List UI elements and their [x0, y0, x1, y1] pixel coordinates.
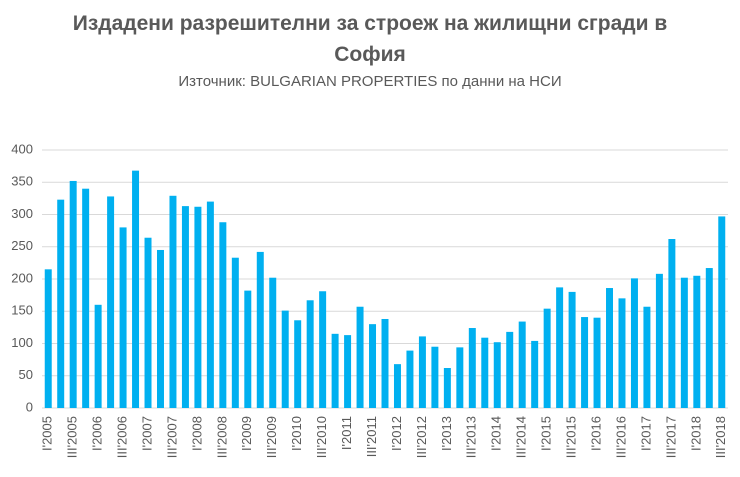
- x-tick-label: III'2009: [264, 416, 279, 458]
- x-tick-label: III'2005: [65, 416, 80, 458]
- bar: [319, 291, 327, 408]
- bar: [306, 300, 314, 408]
- x-tick-label: III'2008: [214, 416, 229, 458]
- y-tick-label: 50: [19, 367, 33, 382]
- bar: [718, 216, 726, 408]
- x-tick-label: III'2011: [364, 416, 379, 457]
- bar: [593, 317, 601, 408]
- bar: [281, 310, 289, 408]
- bar: [518, 321, 526, 408]
- x-tick-label: III'2018: [713, 416, 728, 458]
- x-tick-label: III'2013: [464, 416, 479, 458]
- x-tick-label: I'2015: [539, 416, 554, 451]
- bar: [107, 196, 115, 408]
- bar: [119, 227, 127, 408]
- bar: [693, 275, 701, 408]
- bar: [618, 298, 626, 408]
- x-tick-label: III'2006: [115, 416, 130, 458]
- bar: [581, 317, 589, 408]
- bar: [69, 180, 77, 408]
- bar: [331, 333, 339, 408]
- y-tick-label: 100: [11, 335, 33, 350]
- x-tick-label: I'2017: [638, 416, 653, 451]
- x-tick-label: III'2015: [564, 416, 579, 458]
- bar: [680, 277, 688, 408]
- y-tick-label: 300: [11, 206, 33, 221]
- bar: [94, 304, 102, 408]
- bar: [57, 199, 65, 408]
- y-tick-label: 350: [11, 174, 33, 189]
- bar: [169, 195, 177, 408]
- bar: [44, 269, 52, 408]
- chart-title: Издадени разрешителни за строеж на жилищ…: [72, 12, 668, 66]
- bar: [643, 306, 651, 408]
- x-tick-label: I'2018: [688, 416, 703, 451]
- bar: [531, 340, 539, 408]
- bar: [418, 336, 426, 408]
- y-tick-label: 150: [11, 303, 33, 318]
- x-tick-label: I'2013: [439, 416, 454, 451]
- bar: [443, 368, 451, 408]
- bar: [493, 342, 501, 408]
- bar: [543, 308, 551, 408]
- x-tick-label: III'2007: [164, 416, 179, 458]
- bar: [506, 331, 514, 408]
- bar: [269, 277, 277, 408]
- bar: [568, 291, 576, 408]
- x-tick-label: I'2007: [139, 416, 154, 451]
- x-tick-label: III'2017: [663, 416, 678, 458]
- bar: [655, 273, 663, 408]
- bar: [381, 318, 389, 408]
- bar: [256, 251, 264, 408]
- bar: [244, 290, 252, 408]
- bar: [132, 170, 140, 408]
- x-tick-label: I'2009: [239, 416, 254, 451]
- chart-subtitle: Източник: BULGARIAN PROPERTIES по данни …: [178, 73, 562, 90]
- x-tick-label: I'2014: [489, 416, 504, 451]
- bar: [181, 206, 189, 408]
- x-tick-label: I'2011: [339, 416, 354, 450]
- x-tick-label: I'2006: [90, 416, 105, 451]
- x-tick-label: I'2016: [588, 416, 603, 451]
- bar: [556, 287, 564, 408]
- bar: [219, 222, 227, 408]
- bar: [206, 201, 214, 408]
- x-tick-label: I'2005: [40, 416, 55, 451]
- x-tick-label: III'2014: [514, 416, 529, 458]
- bar: [156, 249, 164, 408]
- bar: [481, 337, 489, 408]
- bar: [294, 320, 302, 408]
- x-tick-label: III'2012: [414, 416, 429, 458]
- x-tick-label: III'2010: [314, 416, 329, 458]
- x-tick-label: III'2016: [613, 416, 628, 458]
- bar: [344, 335, 352, 408]
- bar: [406, 350, 414, 408]
- y-tick-label: 0: [26, 399, 33, 414]
- bar: [456, 347, 464, 408]
- bar: [82, 188, 90, 408]
- bar: [144, 237, 152, 408]
- bar: [369, 324, 377, 408]
- bar: [705, 268, 713, 408]
- bar: [668, 239, 676, 408]
- y-tick-label: 200: [11, 270, 33, 285]
- bar: [194, 206, 202, 408]
- y-tick-label: 250: [11, 238, 33, 253]
- bar: [393, 364, 401, 408]
- bar: [630, 278, 638, 408]
- x-tick-label: I'2008: [189, 416, 204, 451]
- x-tick-label: I'2010: [289, 416, 304, 451]
- bar: [468, 328, 476, 408]
- bar: [431, 346, 439, 408]
- bar: [606, 288, 614, 408]
- bar: [231, 257, 239, 408]
- y-tick-label: 400: [11, 141, 33, 156]
- x-tick-label: I'2012: [389, 416, 404, 451]
- bar: [356, 306, 364, 408]
